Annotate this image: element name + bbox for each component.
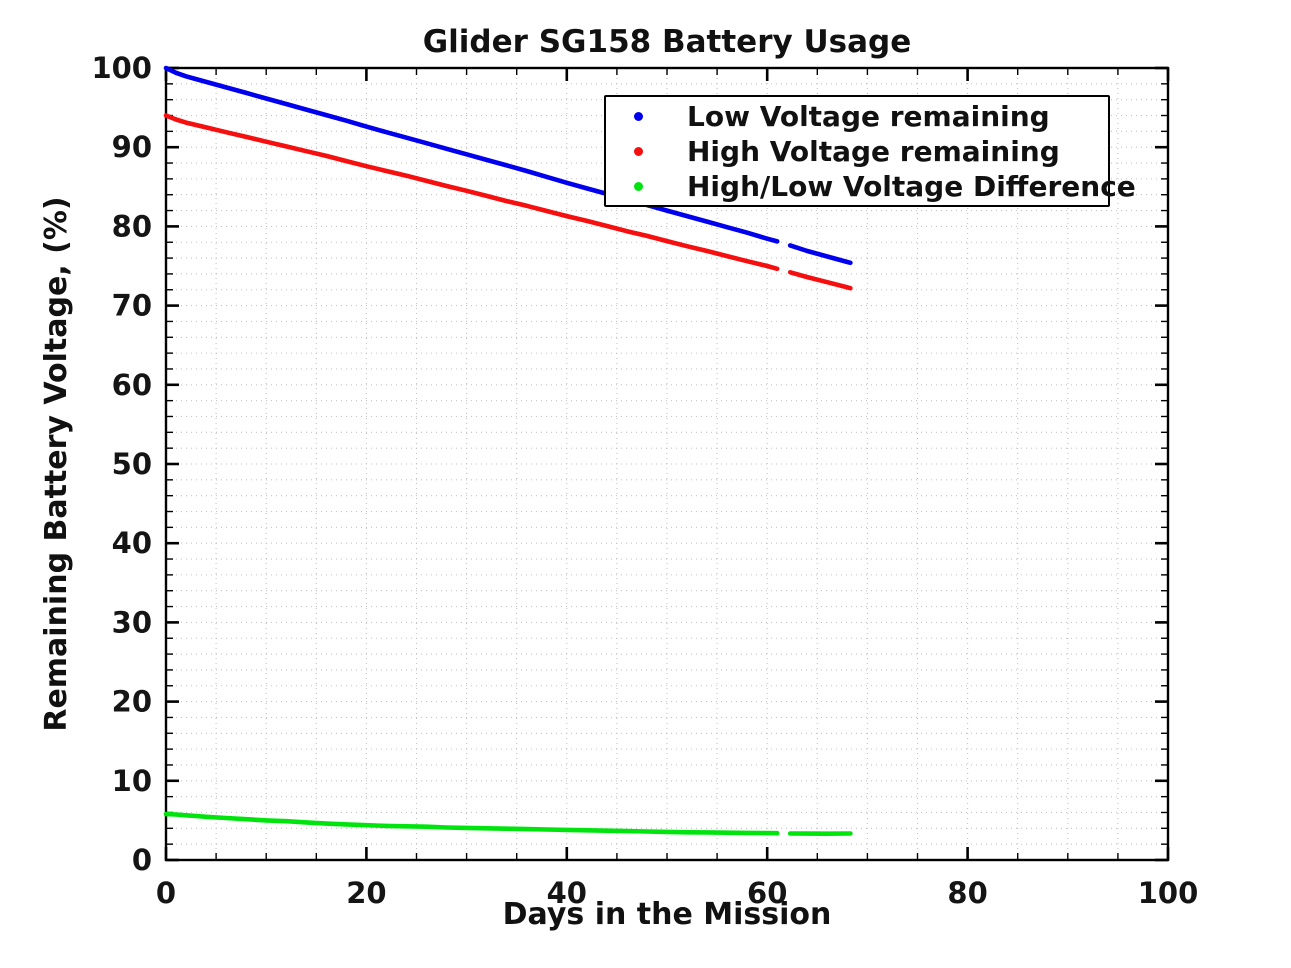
series-1 <box>163 113 853 291</box>
series-line <box>163 113 780 272</box>
y-axis-label: Remaining Battery Voltage, (%) <box>39 196 74 732</box>
x-tick-label: 60 <box>747 876 787 910</box>
x-tick-label: 100 <box>1138 876 1199 910</box>
y-tick-label: 80 <box>112 209 152 243</box>
x-tick-label: 80 <box>947 876 987 910</box>
x-tick-label: 0 <box>156 876 176 910</box>
y-tick-label: 60 <box>112 368 152 402</box>
y-tick-label: 30 <box>112 605 152 639</box>
y-tick-label: 100 <box>91 51 152 85</box>
series-line <box>787 269 853 291</box>
series-line <box>163 65 780 244</box>
y-tick-label: 90 <box>112 130 152 164</box>
series-2 <box>163 811 853 837</box>
x-axis-label: Days in the Mission <box>502 897 832 932</box>
legend-item-label: Low Voltage remaining <box>687 100 1050 133</box>
y-tick-label: 70 <box>112 289 152 323</box>
legend-item: High/Low Voltage Difference <box>606 169 1136 204</box>
y-tick-label: 10 <box>112 764 152 798</box>
series-0 <box>163 65 853 266</box>
legend-item-label: High/Low Voltage Difference <box>687 170 1136 203</box>
y-tick-label: 20 <box>112 685 152 719</box>
legend-marker-dot <box>634 147 643 156</box>
y-tick-label: 50 <box>112 447 152 481</box>
legend-item: High Voltage remaining <box>606 134 1108 169</box>
plot-border <box>164 66 1170 862</box>
series-line <box>787 243 853 266</box>
x-tick-label: 40 <box>547 876 587 910</box>
chart-title: Glider SG158 Battery Usage <box>422 24 912 60</box>
y-tick-label: 0 <box>132 843 152 877</box>
legend-marker-dot <box>634 182 643 191</box>
legend-marker-dot <box>634 112 643 121</box>
legend-item: Low Voltage remaining <box>606 99 1108 134</box>
grid-lines <box>166 68 1168 860</box>
tick-labels: 0 20 40 60 80 100 0 10 20 30 40 50 60 70 80 90 100 <box>91 51 1198 910</box>
legend: Low Voltage remaining High Voltage remain… <box>604 95 1136 207</box>
series-line <box>163 811 780 836</box>
x-tick-label: 20 <box>346 876 386 910</box>
legend-item-label: High Voltage remaining <box>687 135 1060 168</box>
y-tick-label: 40 <box>112 526 152 560</box>
